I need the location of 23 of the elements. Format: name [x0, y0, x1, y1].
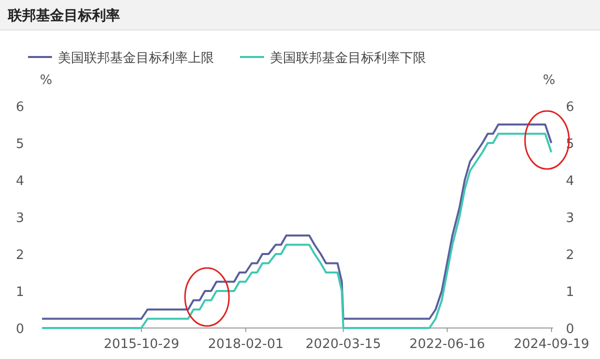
y-tick-label: 6: [16, 100, 24, 115]
y-axis-title: %: [40, 73, 52, 88]
y-tick-label: 5: [16, 137, 24, 152]
legend-label: 美国联邦基金目标利率上限: [58, 50, 214, 66]
legend-label: 美国联邦基金目标利率下限: [270, 50, 426, 66]
y2-tick-label: 3: [566, 211, 574, 226]
y-tick-label: 2: [16, 248, 24, 263]
y-tick-label: 3: [16, 211, 24, 226]
x-tick-label: 2022-06-16: [409, 337, 485, 352]
y-tick-label: 0: [16, 322, 24, 337]
x-tick-label: 2024-09-19: [514, 337, 590, 352]
y2-tick-label: 1: [566, 285, 574, 300]
y2-tick-label: 4: [566, 174, 574, 189]
x-tick-label: 2020-03-15: [306, 337, 382, 352]
y2-tick-label: 6: [566, 100, 574, 115]
y2-tick-label: 2: [566, 248, 574, 263]
y2-axis-title: %: [542, 73, 556, 88]
y-tick-label: 1: [16, 285, 24, 300]
x-tick-label: 2015-10-29: [104, 337, 180, 352]
chart-title: 联邦基金目标利率: [7, 7, 120, 24]
x-tick-label: 2018-02-01: [208, 337, 284, 352]
y-tick-label: 4: [16, 174, 24, 189]
y2-tick-label: 0: [566, 322, 574, 337]
